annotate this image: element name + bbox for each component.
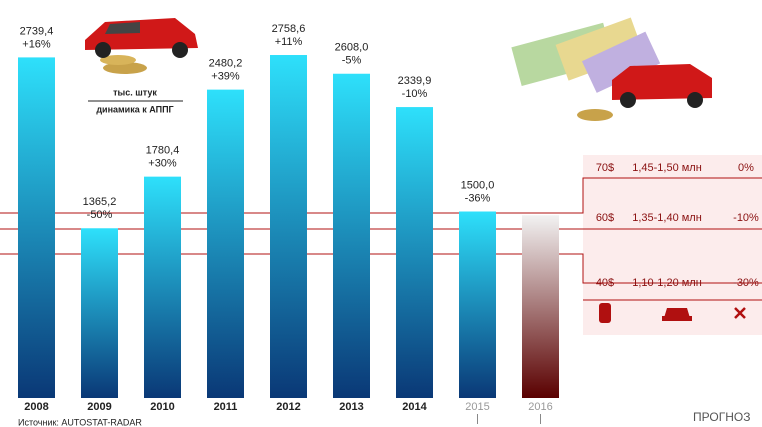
- change-label: +11%: [275, 36, 303, 48]
- value-label: 2739,4: [20, 25, 54, 37]
- source: Источник: AUTOSTAT-RADAR: [18, 417, 142, 427]
- table-cell: 1,10-1,20 млн: [632, 277, 702, 289]
- unit-label: тыс. штук: [113, 87, 157, 97]
- money-illustration: [511, 17, 712, 121]
- table-cell: 1,35-1,40 млн: [632, 212, 702, 224]
- value-label: 2480,2: [209, 58, 243, 70]
- value-label: 2608,0: [335, 42, 369, 54]
- table-icons: [599, 303, 746, 323]
- bar: [18, 57, 55, 398]
- value-label: 1365,2: [83, 196, 117, 208]
- value-label: 1500,0: [461, 179, 495, 191]
- bar: [144, 176, 181, 398]
- table-cell: -30%: [733, 277, 759, 289]
- bar: [270, 55, 307, 398]
- value-label: 2339,9: [398, 75, 432, 87]
- value-label: 2758,6: [272, 23, 306, 35]
- table-cell: 60$: [596, 212, 614, 224]
- change-label: -36%: [465, 192, 491, 204]
- bar: [333, 73, 370, 398]
- change-label: -50%: [87, 209, 113, 221]
- x-tick-label: 2013: [339, 401, 363, 413]
- x-tick-label: 2008: [24, 401, 48, 413]
- x-tick-label: 2016: [528, 401, 552, 413]
- change-label: +16%: [22, 38, 51, 50]
- table-cell: 40$: [596, 277, 614, 289]
- change-label: +39%: [211, 71, 240, 83]
- x-tick-label: 2015: [465, 401, 489, 413]
- forecast-label: ПРОГНОЗ: [693, 410, 750, 424]
- change-label: +30%: [148, 158, 177, 170]
- x-tick-label: 2011: [214, 401, 238, 413]
- x-tick-label: 2014: [402, 401, 427, 413]
- change-label: -10%: [402, 88, 428, 100]
- bar: [396, 107, 433, 398]
- bar: [81, 228, 118, 398]
- change-label: -5%: [342, 55, 362, 67]
- change-note: динамика к АППГ: [96, 104, 173, 114]
- bar: [522, 215, 559, 398]
- value-label: 1780,4: [146, 145, 180, 157]
- bar: [207, 89, 244, 398]
- table-bg: [583, 155, 762, 335]
- table-cell: 0%: [738, 162, 754, 174]
- table-cell: 1,45-1,50 млн: [632, 162, 702, 174]
- car-illustration: [85, 18, 198, 74]
- table-cell: 70$: [596, 162, 614, 174]
- table-cell: -10%: [733, 212, 759, 224]
- x-tick-label: 2012: [276, 401, 300, 413]
- bar: [459, 211, 496, 398]
- x-tick-label: 2009: [87, 401, 111, 413]
- x-tick-label: 2010: [150, 401, 174, 413]
